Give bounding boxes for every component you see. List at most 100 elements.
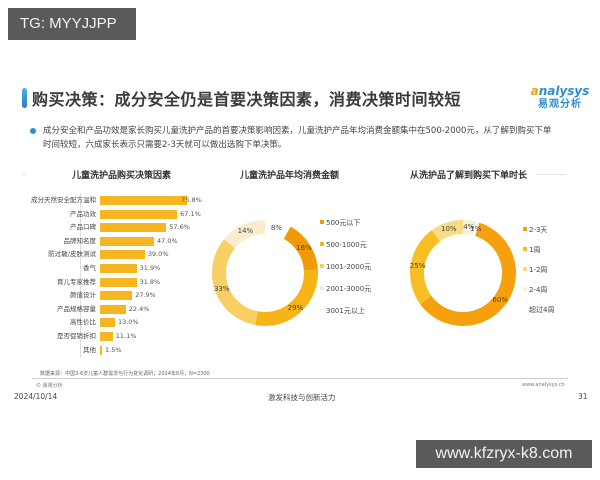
legend-swatch-icon xyxy=(523,307,527,311)
bar-label: 成分天然安全配方温和 xyxy=(31,196,96,204)
footer-slogan: 激发科技与创新活力 xyxy=(268,393,336,402)
bar-value: 1.5% xyxy=(105,345,122,354)
donut-segment xyxy=(462,220,477,236)
legend-item: 2-3天 xyxy=(523,225,547,235)
bar xyxy=(100,250,145,260)
legend-swatch-icon xyxy=(320,220,324,224)
bar xyxy=(100,223,167,233)
bar-label: 防过敏/皮肤测试 xyxy=(48,250,96,259)
donut-value-label: 1% xyxy=(470,224,482,233)
bar xyxy=(100,332,113,341)
legend-swatch-icon xyxy=(523,287,527,291)
donut-segment xyxy=(431,220,464,242)
bullet-dot-icon xyxy=(30,128,36,134)
report-date: 2024/10/14 xyxy=(14,392,58,401)
bar-label: 产品口碑 xyxy=(70,223,96,232)
bar-row: 育儿专家推荐 31.8% xyxy=(20,276,210,288)
page-title-row: 购买决策：成分安全仍是首要决策因素，消费决策时间较短 xyxy=(20,86,580,112)
summary-line-2: 时间较短，六成家长表示只需要2-3天就可以做出选购下单决策。 xyxy=(43,140,287,150)
logo-en-text: nalysys xyxy=(538,84,590,98)
legend-item: 1001-2000元 xyxy=(320,262,371,272)
bar-row: 是否促销折扣 11.1% xyxy=(20,330,210,342)
legend-swatch-icon xyxy=(523,227,527,231)
bar-value: 75.8% xyxy=(181,196,202,204)
bar-value: 31.8% xyxy=(139,277,161,286)
duration-chart-title: 从洗护品了解到购买下单时长 xyxy=(410,171,528,181)
copyright: © 易观分析 xyxy=(36,383,63,389)
bar-value: 67.1% xyxy=(180,209,201,218)
donut-value-label: 10% xyxy=(441,225,457,234)
donut-value-label: 14% xyxy=(237,227,254,236)
donut-segment xyxy=(212,239,259,326)
bar-row: 成分天然安全配方温和 75.8% xyxy=(20,194,210,206)
bar-chart-title: 儿童洗护品购买决策因素 xyxy=(72,171,172,181)
donut-value-label: 4% xyxy=(463,223,475,232)
bar-value: 11.1% xyxy=(115,332,137,340)
legend-label: 超过4周 xyxy=(529,306,555,314)
bar-row: 产品功效 67.1% xyxy=(20,208,210,220)
bar-label: 其他 xyxy=(83,345,96,354)
data-source: 数据来源：中国3-6岁儿童人群需求与行为变化调研，2024年8月，N=2300 xyxy=(40,371,210,377)
bar xyxy=(100,264,137,273)
bar-label: 品牌知名度 xyxy=(63,236,97,245)
bar xyxy=(100,209,178,219)
bar-value: 13.0% xyxy=(117,318,139,327)
page-number: 31 xyxy=(578,392,588,401)
page-title: 购买决策：成分安全仍是首要决策因素，消费决策时间较短 xyxy=(32,90,462,109)
legend-label: 3001元以上 xyxy=(326,307,365,315)
bar-label: 产品功效 xyxy=(70,209,96,218)
donut-segment xyxy=(255,269,318,326)
summary-line-1: 成分安全和产品功效是家长购买儿童洗护产品的首要决策影响因素，儿童洗护产品年均消费… xyxy=(43,126,552,136)
donut-segment xyxy=(283,226,318,271)
legend-swatch-icon xyxy=(523,267,527,271)
donut-value-label: 29% xyxy=(287,303,304,312)
bar-row: 高性价比 13.0% xyxy=(20,316,210,328)
legend-item: 2001-3000元 xyxy=(320,284,371,294)
donut-segment xyxy=(224,220,266,249)
bar-value: 47.0% xyxy=(157,236,178,245)
bar-row: 其他 1.5% xyxy=(20,344,210,356)
logo-cn-text: 易观分析 xyxy=(538,99,582,110)
logo-initial: a xyxy=(530,84,539,98)
donut-value-label: 60% xyxy=(492,296,508,305)
legend-label: 2-4周 xyxy=(529,286,548,294)
bar xyxy=(100,236,155,246)
donut-value-label: 25% xyxy=(409,261,426,270)
title-accent-bar xyxy=(22,88,27,108)
bar-value: 57.6% xyxy=(169,223,190,232)
title-divider xyxy=(22,174,26,175)
footer-divider xyxy=(32,378,568,379)
bar-value: 39.0% xyxy=(147,250,169,259)
bar-label: 颜值设计 xyxy=(70,291,96,300)
donut-segment xyxy=(472,221,480,236)
bar-value: 27.9% xyxy=(135,291,156,300)
legend-label: 500-1000元 xyxy=(326,241,367,249)
donut-value-label: 33% xyxy=(213,284,230,293)
bar xyxy=(100,196,188,205)
donut-segment xyxy=(410,230,441,305)
bar-value: 31.9% xyxy=(139,264,161,272)
legend-label: 500元以下 xyxy=(326,219,361,227)
bar-row: 品牌知名度 47.0% xyxy=(20,235,210,247)
legend-item: 3001元以上 xyxy=(320,306,365,316)
bar-row: 颜值设计 27.9% xyxy=(20,289,210,301)
donut-value-label: 16% xyxy=(296,244,312,253)
donut-segment xyxy=(264,220,291,239)
legend-label: 1001-2000元 xyxy=(326,263,372,271)
legend-swatch-icon xyxy=(320,264,324,268)
bar-row: 产品口碑 57.6% xyxy=(20,221,210,233)
legend-item: 500-1000元 xyxy=(320,240,367,250)
spend-donut-chart xyxy=(212,220,318,326)
legend-item: 1-2周 xyxy=(523,265,547,275)
website-link[interactable]: www.analysys.cn xyxy=(522,382,565,388)
donut-segment xyxy=(420,222,516,326)
legend-swatch-icon xyxy=(320,286,324,290)
analysys-logo: analysys 易观分析 xyxy=(530,84,590,114)
legend-swatch-icon xyxy=(523,247,527,251)
legend-swatch-icon xyxy=(320,242,324,246)
bar xyxy=(100,304,126,314)
duration-donut-chart xyxy=(410,220,516,326)
legend-label: 2001-3000元 xyxy=(326,285,372,293)
bar-label: 是否促销折扣 xyxy=(57,332,96,340)
legend-item: 2-4周 xyxy=(523,285,547,295)
